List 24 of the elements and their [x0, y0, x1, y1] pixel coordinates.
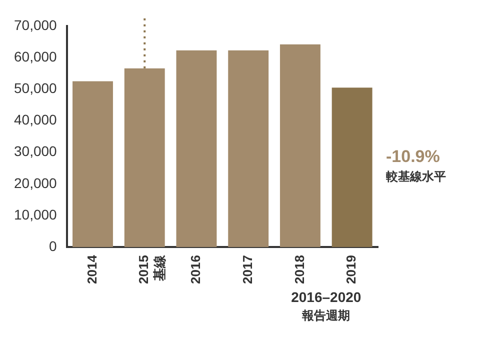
x-tick-label: 2016: [188, 255, 204, 284]
y-tick-label: 30,000: [14, 143, 58, 160]
bar: [332, 88, 372, 248]
bar: [124, 68, 165, 248]
bar: [280, 44, 320, 248]
x-tick-label: 2017: [240, 255, 255, 284]
y-tick-label: 70,000: [14, 16, 58, 33]
y-tick-label: 20,000: [14, 174, 58, 191]
x-tick-label: 2019: [344, 255, 359, 284]
bar: [72, 81, 113, 248]
x-tick-label: 2015 基線: [136, 254, 167, 284]
text: -10.9%: [386, 147, 440, 166]
text: 較基線水平: [385, 170, 446, 184]
bar: [176, 50, 217, 248]
x-tick-label: 2018: [292, 255, 307, 284]
y-tick-label: 10,000: [14, 206, 58, 222]
y-tick-label: 50,000: [14, 80, 58, 96]
text: 報告週期: [301, 308, 350, 322]
x-tick-label: 2014: [84, 254, 100, 284]
y-tick-label: 40,000: [14, 112, 58, 128]
y-tick-label: 60,000: [14, 48, 58, 64]
bar: [228, 50, 269, 248]
y-tick-label: 0: [49, 238, 58, 254]
text: 2016–2020: [291, 288, 362, 305]
